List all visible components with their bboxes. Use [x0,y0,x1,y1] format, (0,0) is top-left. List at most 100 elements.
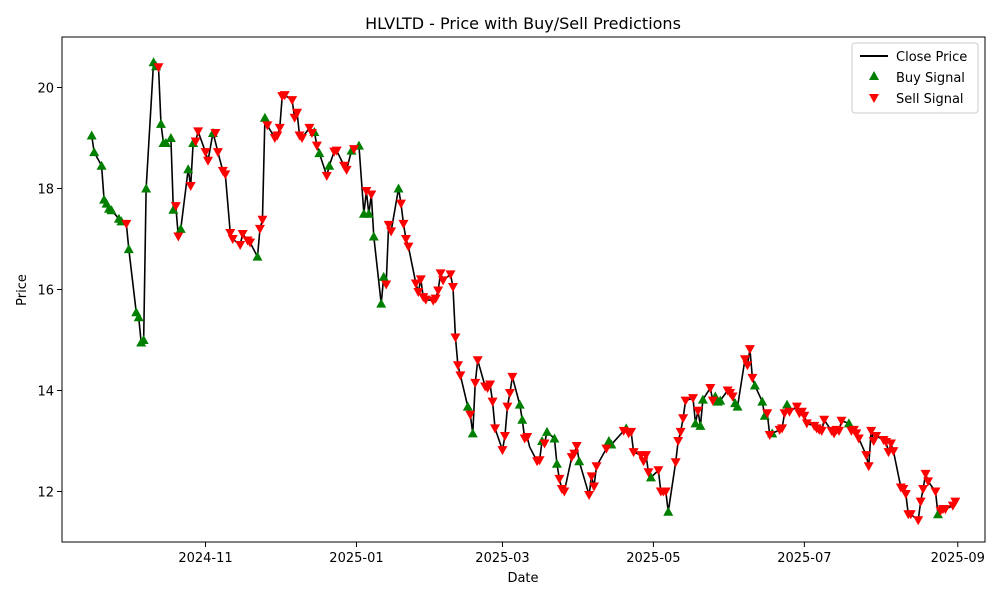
sell-signal-marker [274,123,285,133]
sell-signal-marker [692,406,703,416]
sell-signal-marker [589,482,600,492]
buy-signal-marker [133,312,144,322]
sell-signal-marker [675,427,686,437]
buy-signal-marker [175,223,186,233]
buy-signal-marker [514,399,525,409]
sell-signal-marker [396,199,407,209]
sell-signal-marker [539,439,550,449]
sell-signal-marker [470,378,481,388]
sell-signal-marker [920,469,931,479]
sell-signal-marker [678,414,689,424]
buy-signal-marker [314,148,325,158]
y-axis-title: Price [15,274,30,306]
sell-signal-marker [507,372,518,382]
sell-signal-marker [245,238,256,248]
sell-signal-marker [450,333,461,343]
sell-signal-marker [626,427,637,437]
x-tick-label: 2025-09 [931,551,985,566]
sell-signal-marker [173,232,184,242]
sell-signal-marker [190,137,201,147]
sell-signal-marker [438,276,449,286]
sell-signal-marker [534,456,545,466]
x-tick-label: 2024-11 [178,551,232,566]
x-axis: 2024-11 2025-01 2025-03 2025-05 2025-07 2025-… [178,542,985,566]
sell-signal-marker [292,108,303,118]
buy-signal-marker [376,298,387,308]
sell-signal-marker [643,468,654,478]
sell-signal-marker [170,202,181,212]
sell-signal-marker [304,123,315,133]
sell-signal-marker [554,474,565,484]
buy-signal-marker [732,401,743,411]
buy-signal-marker [697,394,708,404]
buy-signal-marker [551,458,562,468]
sell-signal-marker [430,294,441,304]
sell-signal-marker [452,361,463,371]
sell-signal-marker [433,286,444,296]
sell-signal-marker [212,148,223,158]
sell-signal-marker [930,487,941,497]
sell-signal-marker [915,497,926,507]
sell-signal-marker [680,396,691,406]
sell-signal-layer [121,63,961,526]
sell-signal-marker [866,426,877,436]
legend-buy-signal-swatch [869,71,879,80]
sell-signal-marker [410,279,421,289]
buy-signal-marker [843,418,854,428]
buy-signal-marker [663,506,674,516]
sell-signal-marker [777,424,788,434]
sell-signal-marker [584,491,595,501]
sell-signal-marker [801,419,812,429]
buy-signal-marker [165,133,176,142]
sell-signal-marker [153,63,164,73]
sell-signal-marker [799,411,810,421]
sell-signal-marker [447,282,458,292]
sell-signal-marker [279,91,290,101]
buy-signal-marker [695,420,706,430]
sell-signal-marker [791,402,802,412]
sell-signal-marker [225,228,236,238]
sell-signal-marker [591,462,602,472]
sell-signal-marker [940,505,951,515]
sell-signal-marker [485,380,496,390]
sell-signal-marker [348,145,359,155]
plot-area [61,36,986,543]
buy-signal-marker [106,205,117,215]
buy-signal-marker [690,418,701,428]
sell-signal-marker [742,361,753,371]
sell-signal-marker [705,383,716,393]
buy-signal-marker [467,428,478,438]
buy-signal-marker [252,251,263,261]
sell-signal-marker [502,402,513,412]
buy-signal-marker [749,380,760,390]
sell-signal-marker [861,451,872,461]
buy-signal-marker [378,271,389,281]
sell-signal-marker [487,397,498,407]
sell-signal-marker [202,156,213,166]
sell-signal-marker [836,416,847,426]
sell-signal-marker [413,288,424,298]
sell-signal-marker [853,434,864,444]
sell-signal-marker [522,432,533,442]
x-axis-title: Date [507,571,538,586]
sell-signal-marker [287,96,298,106]
y-tick-label: 18 [37,183,54,198]
sell-signal-marker [640,451,651,461]
sell-signal-marker [366,190,377,200]
sell-signal-marker [321,171,332,181]
x-tick-label: 2025-03 [475,551,529,566]
sell-signal-marker [688,394,699,404]
sell-signal-marker [673,437,684,446]
x-tick-label: 2025-07 [777,551,831,566]
sell-signal-marker [653,466,664,476]
sell-signal-marker [193,127,204,137]
sell-signal-marker [220,170,231,180]
sell-signal-marker [871,431,882,441]
buy-signal-marker [89,147,100,157]
buy-signal-marker [324,160,335,170]
sell-signal-marker [571,442,582,452]
y-tick-label: 12 [37,486,54,501]
sell-signal-marker [670,458,681,468]
